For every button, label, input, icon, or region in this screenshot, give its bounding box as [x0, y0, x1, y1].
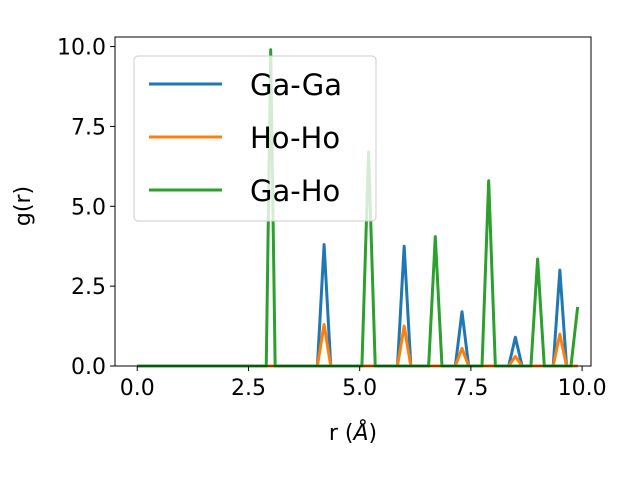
y-axis: 0.0 2.5 5.0 7.5 10.0: [57, 36, 115, 380]
legend-label-ga-ga: Ga-Ga: [250, 68, 342, 102]
series-line-ga-ho: [137, 48, 580, 368]
legend-label-ga-ho: Ga-Ho: [250, 174, 340, 208]
x-axis-label: r (Å): [329, 419, 377, 446]
series-line-ho-ho: [137, 322, 578, 368]
legend-label-ho-ho: Ho-Ho: [250, 121, 340, 155]
x-tick-label: 7.5: [453, 376, 488, 401]
x-tick-label: 10.0: [558, 376, 607, 401]
y-axis-label: g(r): [11, 186, 36, 226]
x-tick-label: 5.0: [342, 376, 377, 401]
x-axis: 0.0 2.5 5.0 7.5 10.0: [120, 366, 607, 401]
y-tick-label: 10.0: [57, 36, 106, 61]
series-line-ga-ga: [137, 243, 578, 368]
y-tick-label: 0.0: [71, 355, 106, 380]
x-tick-label: 2.5: [231, 376, 266, 401]
y-tick-label: 5.0: [71, 195, 106, 220]
y-tick-label: 7.5: [71, 115, 106, 140]
x-tick-label: 0.0: [120, 376, 155, 401]
series-layer: [137, 48, 580, 368]
legend: Ga-Ga Ho-Ho Ga-Ho: [133, 55, 377, 222]
plot-frame: [114, 36, 592, 367]
legend-box: [133, 55, 377, 222]
y-tick-label: 2.5: [71, 275, 106, 300]
